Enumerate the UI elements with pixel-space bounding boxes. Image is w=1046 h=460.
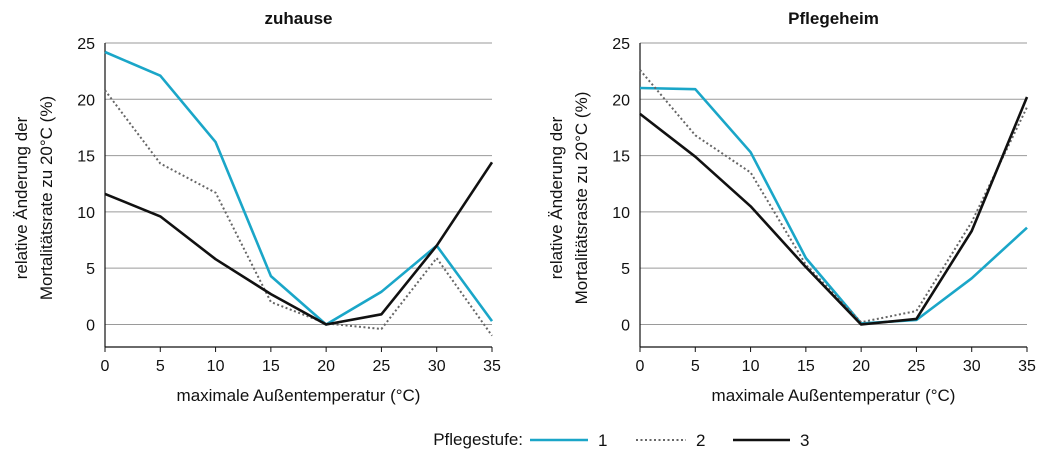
chart1-ytick-label-25: 25 bbox=[77, 36, 95, 53]
chart1-series-3-line bbox=[104, 161, 494, 326]
chart2-xtick-label-30: 30 bbox=[963, 358, 981, 375]
chart1-xtick-label-0: 0 bbox=[101, 358, 110, 375]
chart1-xtick-label-35: 35 bbox=[483, 358, 501, 375]
chart2-xtick-label-0: 0 bbox=[636, 358, 645, 375]
chart1-xtick-label-15: 15 bbox=[262, 358, 280, 375]
legend-label-1: 1 bbox=[598, 431, 607, 450]
chart1-title: zuhause bbox=[264, 9, 332, 28]
chart1-ylabel-line-2: Mortalitätsrate zu 20°C (%) bbox=[37, 96, 56, 300]
chart1-series-2-line bbox=[104, 89, 493, 337]
chart2-xtick-label-20: 20 bbox=[852, 358, 870, 375]
chart1-xtick-label-5: 5 bbox=[156, 358, 165, 375]
chart2-ytick-label-20: 20 bbox=[612, 92, 630, 109]
chart1-xtick-label-30: 30 bbox=[428, 358, 446, 375]
chart2-title: Pflegeheim bbox=[788, 9, 879, 28]
chart2-ytick-label-5: 5 bbox=[621, 261, 630, 278]
chart2-series-3-line bbox=[639, 96, 1029, 326]
chart1-ylabel-line-1: relative Änderung der bbox=[12, 116, 31, 279]
chart2-ytick-label-15: 15 bbox=[612, 149, 630, 166]
legend-label-2: 2 bbox=[696, 431, 705, 450]
chart2-series-2-line bbox=[639, 69, 1028, 324]
chart2-xtick-label-10: 10 bbox=[742, 358, 760, 375]
chart1-ytick-label-0: 0 bbox=[86, 317, 95, 334]
chart1-series-1-line bbox=[104, 50, 494, 326]
chart2-series-1-line bbox=[639, 86, 1028, 325]
legend-label-3: 3 bbox=[800, 431, 809, 450]
chart1-ytick-label-15: 15 bbox=[77, 149, 95, 166]
chart2-xtick-label-5: 5 bbox=[691, 358, 700, 375]
chart1-ytick-label-5: 5 bbox=[86, 261, 95, 278]
chart2-ytick-label-10: 10 bbox=[612, 205, 630, 222]
chart2-ylabel-line-1: relative Änderung der bbox=[547, 116, 566, 279]
chart1-xtick-label-25: 25 bbox=[373, 358, 391, 375]
chart1-xtick-label-10: 10 bbox=[207, 358, 225, 375]
chart1-ytick-label-20: 20 bbox=[77, 92, 95, 109]
chart2-xlabel: maximale Außentemperatur (°C) bbox=[712, 386, 956, 405]
chart1-xlabel: maximale Außentemperatur (°C) bbox=[177, 386, 421, 405]
chart1-xtick-label-20: 20 bbox=[317, 358, 335, 375]
legend-title: Pflegestufe: bbox=[433, 430, 523, 449]
chart2-xtick-label-15: 15 bbox=[797, 358, 815, 375]
chart2-ytick-label-0: 0 bbox=[621, 317, 630, 334]
chart2-ytick-label-25: 25 bbox=[612, 36, 630, 53]
chart2-ylabel-line-2: Mortalitätsraste zu 20°C (%) bbox=[572, 92, 591, 305]
chart2-xtick-label-35: 35 bbox=[1018, 358, 1036, 375]
chart1-ytick-label-10: 10 bbox=[77, 205, 95, 222]
chart2-xtick-label-25: 25 bbox=[908, 358, 926, 375]
